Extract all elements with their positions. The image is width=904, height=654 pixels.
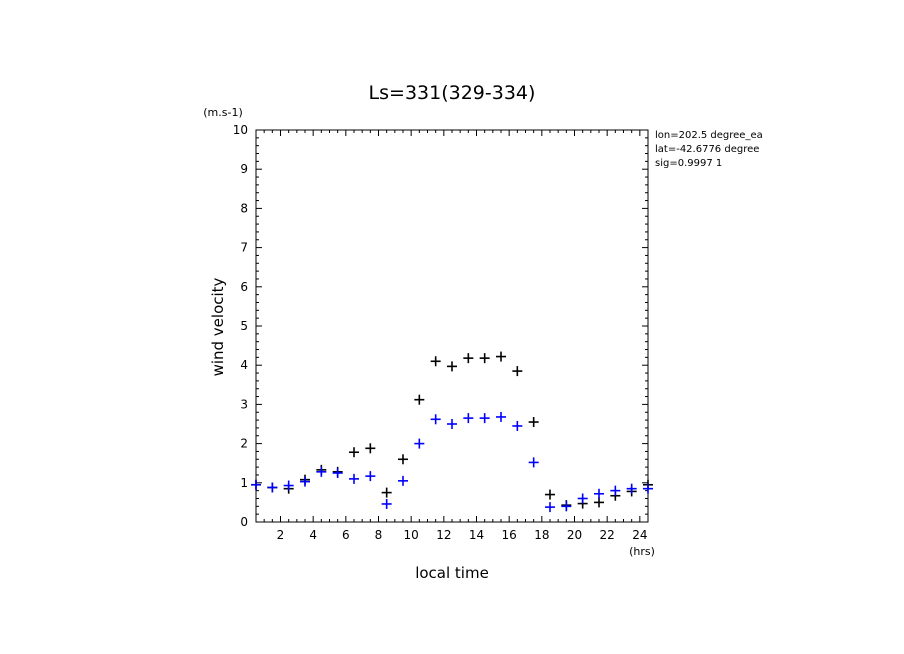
series-2-point [496, 411, 506, 422]
y-tick-label: 10 [233, 123, 248, 137]
series-1-point [365, 443, 376, 454]
y-tick-label: 6 [240, 280, 248, 294]
x-tick-label: 22 [600, 528, 615, 542]
series-2-point [561, 501, 572, 512]
x-axis-label: local time [415, 564, 489, 582]
series-2-point [414, 438, 425, 449]
data-markers [251, 351, 653, 513]
x-tick-label: 12 [436, 528, 451, 542]
x-axis-unit: (hrs) [629, 545, 655, 558]
y-tick-label: 0 [240, 515, 248, 529]
series-2-point [430, 414, 441, 425]
info-line-lon: lon=202.5 degree_ea [655, 130, 763, 141]
info-line-sig: sig=0.9997 1 [655, 158, 722, 169]
series-2-point [398, 475, 408, 486]
series-1-point [381, 487, 392, 498]
y-tick-label: 7 [240, 241, 248, 255]
x-tick-label: 18 [534, 528, 549, 542]
series-2-point [594, 488, 604, 499]
series-2-point [545, 502, 555, 513]
y-tick-label: 5 [240, 319, 248, 333]
y-tick-label: 9 [240, 162, 248, 176]
series-1-point [479, 353, 490, 364]
series-1-point [447, 361, 457, 372]
series-2-point [626, 483, 637, 494]
series-1-point [594, 497, 604, 508]
series-2-point [316, 466, 327, 477]
series-2-point [463, 413, 474, 424]
chart-title: Ls=331(329-334) [369, 82, 536, 104]
series-2-point [528, 457, 539, 468]
plot-frame [255, 129, 649, 523]
info-line-lat: lat=-42.6776 degree [655, 144, 759, 155]
y-axis-label: wind velocity [209, 277, 227, 376]
series-2-point [349, 473, 359, 484]
x-tick-label: 20 [567, 528, 582, 542]
series-2-point [479, 413, 490, 424]
series-2-point [381, 498, 392, 509]
x-tick-label: 4 [309, 528, 317, 542]
series-1-point [545, 489, 555, 500]
x-tick-label: 14 [469, 528, 484, 542]
series-1-point [528, 417, 539, 428]
series-1-point [349, 447, 359, 458]
series-2-point [251, 479, 261, 490]
series-2-point [300, 476, 310, 487]
series-1-point [512, 366, 523, 377]
y-tick-label: 8 [240, 201, 248, 215]
y-tick-label: 3 [240, 397, 248, 411]
series-2-point [267, 482, 278, 493]
series-2-point [365, 471, 376, 482]
series-2-point [577, 493, 588, 504]
series-1-point [463, 353, 474, 364]
series-1-point [398, 454, 408, 465]
info-clip-mask [779, 128, 839, 172]
x-tick-label: 24 [632, 528, 647, 542]
x-tick-label: 8 [375, 528, 383, 542]
series-2-point [283, 480, 294, 491]
y-tick-label: 4 [240, 358, 248, 372]
y-tick-label: 2 [240, 437, 248, 451]
series-2-point [447, 419, 457, 429]
series-2-point [643, 483, 653, 494]
x-tick-label: 2 [277, 528, 285, 542]
x-tick-label: 16 [502, 528, 517, 542]
series-2-point [332, 468, 343, 478]
y-axis-unit: (m.s-1) [203, 106, 243, 119]
series-1-point [414, 394, 425, 405]
series-2-point [512, 420, 523, 431]
series-2-point [610, 485, 621, 496]
series-1-point [430, 356, 441, 367]
x-tick-label: 6 [342, 528, 350, 542]
y-tick-label: 1 [240, 476, 248, 490]
x-tick-label: 10 [404, 528, 419, 542]
series-1-point [496, 351, 506, 362]
